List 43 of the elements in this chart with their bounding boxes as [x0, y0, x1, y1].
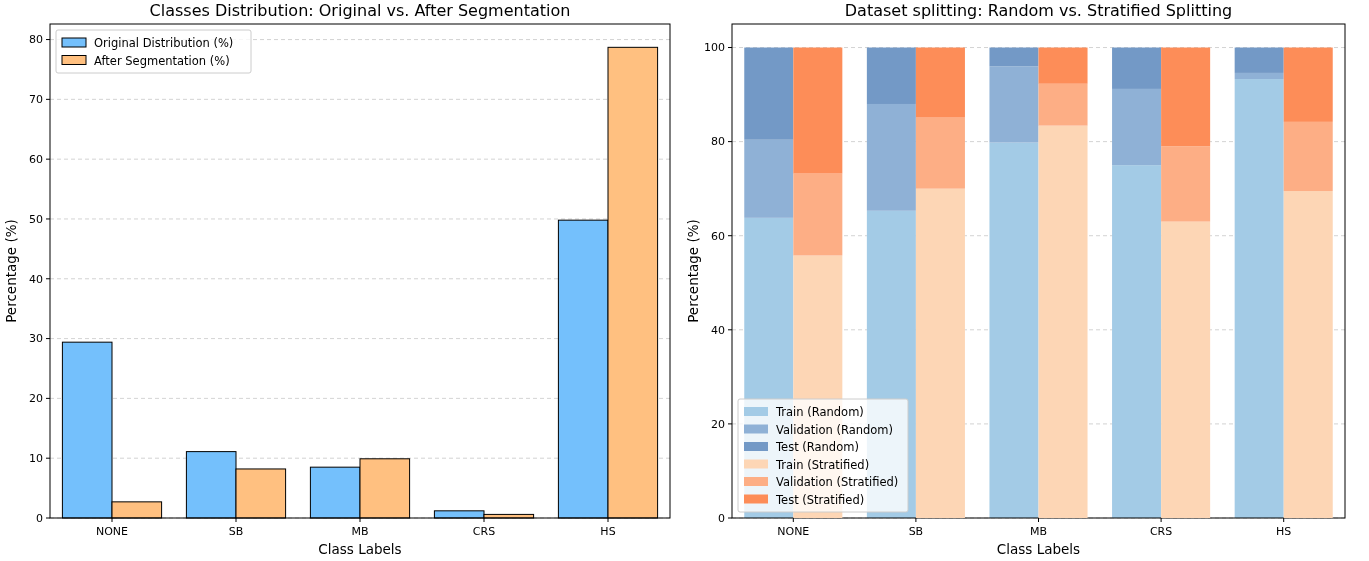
y-tick-label: 80 [29, 33, 43, 47]
y-tick-label: 60 [711, 229, 725, 243]
legend-label: Validation (Stratified) [776, 475, 899, 490]
y-tick-label: 70 [29, 93, 43, 107]
bar [1161, 146, 1211, 222]
chart-title: Dataset splitting: Random vs. Stratified Splitting [844, 1, 1233, 20]
y-tick-label: 40 [29, 272, 43, 286]
bar [1283, 47, 1333, 122]
legend-label: Test (Stratified) [775, 492, 865, 507]
y-tick-label: 10 [29, 452, 43, 466]
chart-title: Classes Distribution: Original vs. After Segmentation [149, 1, 571, 20]
x-axis-title: Class Labels [996, 541, 1081, 557]
x-tick-label: MB [351, 525, 369, 538]
x-tick-label: HS [600, 525, 616, 538]
x-tick-label: HS [1276, 525, 1292, 538]
bar [1283, 121, 1333, 192]
y-tick-label: 40 [711, 323, 725, 337]
y-tick-label: 20 [29, 392, 43, 406]
y-axis-title: Percentage (%) [3, 219, 19, 323]
bar [1234, 72, 1284, 80]
y-tick-label: 0 [36, 511, 43, 525]
x-tick-label: NONE [95, 525, 129, 538]
legend-label: Test (Random) [775, 440, 859, 455]
legend-label: Train (Random) [775, 405, 864, 420]
x-axis-title: Class Labels [318, 541, 402, 557]
x-tick-label: NONE [777, 525, 810, 538]
x-tick-label: CRS [1149, 525, 1173, 538]
y-tick-label: 0 [718, 511, 725, 525]
y-tick-label: 60 [29, 153, 43, 167]
legend-label: After Segmentation (%) [94, 53, 230, 68]
x-tick-label: CRS [472, 525, 496, 538]
x-tick-label: SB [228, 525, 244, 538]
y-tick-label: 20 [711, 417, 725, 431]
y-axis-title: Percentage (%) [685, 219, 701, 323]
legend-label: Validation (Random) [776, 422, 894, 437]
y-tick-label: 50 [29, 212, 43, 226]
legend-label: Original Distribution (%) [94, 36, 234, 51]
x-tick-label: SB [908, 525, 924, 538]
y-tick-label: 80 [711, 135, 725, 149]
y-tick-label: 30 [29, 332, 43, 346]
x-tick-label: MB [1029, 525, 1048, 538]
y-tick-label: 100 [704, 41, 725, 55]
legend-label: Train (Stratified) [775, 457, 870, 472]
